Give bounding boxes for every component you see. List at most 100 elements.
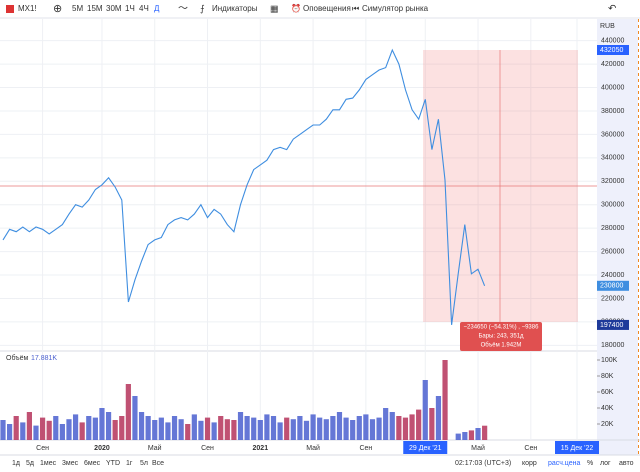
volume-bar [475, 428, 481, 440]
volume-bar [343, 417, 349, 440]
volume-bar [455, 433, 461, 440]
range-button[interactable]: 6мес [84, 460, 101, 467]
y-tick-label: 380000 [601, 108, 624, 115]
range-button[interactable]: 5д [26, 460, 34, 467]
indicators[interactable]: Индикаторы [212, 4, 258, 13]
symbol[interactable]: MX1! [18, 4, 37, 13]
volume-bar [33, 425, 39, 440]
volume-bar [39, 417, 46, 440]
volume-bar [317, 417, 323, 440]
x-tick-label: 2021 [253, 445, 269, 452]
volume-title: Объём [6, 354, 28, 362]
alert-icon[interactable]: ⏰ [291, 3, 301, 13]
volume-bar [284, 417, 290, 440]
volume-bar [257, 420, 263, 440]
volume-last: 17.881K [31, 355, 57, 362]
volume-bar [363, 414, 369, 440]
replay[interactable]: Симулятор рынка [362, 4, 429, 13]
volume-bar [409, 414, 415, 440]
volume-tick-label: 80K [601, 373, 614, 380]
volume-bar [290, 419, 296, 440]
volume-bar [323, 419, 329, 440]
volume-bar [198, 420, 204, 440]
interval[interactable]: 4Ч [139, 4, 149, 13]
x-tick-label: 29 Дек '21 [409, 445, 442, 452]
range-button[interactable]: 1д [12, 460, 20, 467]
volume-bar [185, 424, 191, 440]
x-tick-label: 2020 [94, 445, 110, 452]
measure-bars: Бары: 243, 351д [478, 334, 524, 340]
volume-bar [59, 424, 65, 440]
price-scale [597, 19, 638, 455]
volume-bar [416, 409, 422, 440]
unit: RUB [600, 23, 615, 30]
y-tick-label: 360000 [601, 131, 624, 138]
volume-bar [376, 417, 382, 440]
x-tick-label: Сен [201, 445, 214, 452]
range-button[interactable]: YTD [106, 460, 120, 467]
volume-bar [125, 384, 131, 440]
range-button[interactable]: 3мес [62, 460, 79, 467]
range-button[interactable]: 1г [126, 460, 133, 467]
y-tick-label: 340000 [601, 155, 624, 162]
volume-bar [99, 408, 105, 440]
time-marker [403, 441, 448, 454]
volume-bar [270, 416, 277, 440]
scale-option[interactable]: лог [600, 460, 611, 467]
range-button[interactable]: 5л [140, 460, 148, 467]
indicators-icon[interactable]: ⨍ [200, 3, 205, 13]
volume-bar [237, 412, 244, 440]
volume-bar [244, 416, 250, 440]
scale-option[interactable]: корр [522, 460, 537, 467]
price-badge [597, 45, 629, 56]
x-tick-label: Сен [524, 445, 537, 452]
volume-bar [211, 422, 217, 440]
volume-bar [204, 417, 211, 440]
volume-bar [303, 420, 310, 440]
range-button[interactable]: Все [152, 460, 164, 467]
clock: 02:17:03 (UTC+3) [455, 460, 511, 467]
scale-option[interactable]: авто [619, 460, 634, 467]
volume-bar [0, 420, 6, 440]
volume-bar [152, 420, 158, 440]
volume-bar [132, 396, 138, 440]
price-badge-label: 432050 [600, 47, 623, 54]
volume-bar [251, 417, 257, 440]
volume-bar [191, 414, 197, 440]
volume-tick-label: 100K [601, 357, 618, 364]
volume-bar [462, 432, 468, 440]
add-symbol[interactable]: ⊕ [53, 3, 62, 15]
chart-type[interactable]: 〜 [178, 4, 188, 15]
interval[interactable]: 1Ч [125, 4, 135, 13]
layouts[interactable]: ▦ [270, 3, 279, 13]
volume-bar [336, 412, 343, 440]
y-tick-label: 260000 [601, 248, 624, 255]
interval[interactable]: 30M [106, 4, 122, 13]
volume-bar [442, 360, 448, 440]
volume-bar [389, 412, 395, 440]
x-tick-label: Сен [359, 445, 372, 452]
x-tick-label: Май [306, 444, 320, 452]
x-tick-label: Сен [36, 445, 49, 452]
price-badge [597, 280, 629, 291]
volume-bar [66, 419, 72, 440]
volume-bar [92, 417, 98, 440]
replay-icon[interactable]: ⏮ [352, 4, 359, 13]
range-button[interactable]: 1мес [40, 460, 57, 467]
interval[interactable]: 15M [87, 4, 103, 13]
alerts[interactable]: Оповещения [303, 4, 351, 13]
volume-bar [171, 416, 178, 440]
price-badge-label: 197400 [600, 322, 623, 329]
scale-option[interactable]: расч.цена [548, 460, 580, 467]
interval[interactable]: 5M [72, 4, 83, 13]
undo[interactable]: ↶ [608, 4, 616, 15]
interval[interactable]: Д [154, 4, 160, 13]
scale-option[interactable]: % [587, 460, 593, 467]
volume-bar [13, 416, 19, 440]
volume-bar [105, 412, 112, 440]
measure-tooltip [460, 322, 542, 351]
x-tick-label: 15 Дек '22 [561, 445, 594, 452]
volume-bar [112, 420, 118, 440]
